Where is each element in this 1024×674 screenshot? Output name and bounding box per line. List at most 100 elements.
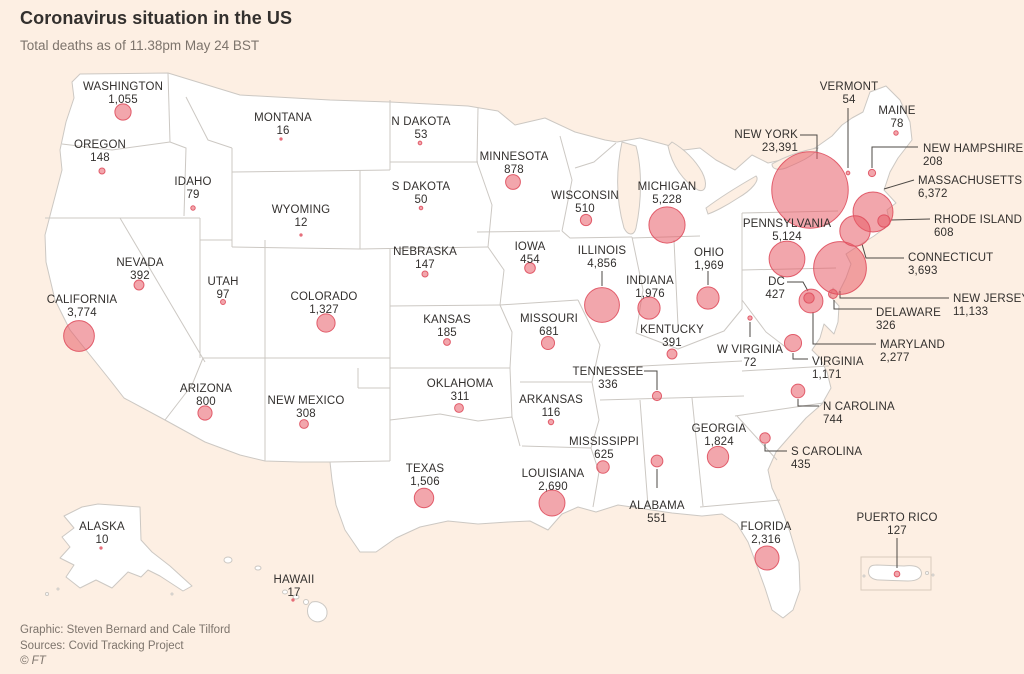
state-value-tennessee: 336 bbox=[598, 379, 618, 391]
state-value-wyoming: 12 bbox=[294, 217, 307, 229]
state-value-nevada: 392 bbox=[130, 270, 150, 282]
footer: Graphic: Steven Bernard and Cale Tilford… bbox=[20, 623, 230, 669]
state-bubble-arkansas bbox=[547, 418, 555, 426]
state-label-s-dakota: S DAKOTA bbox=[392, 181, 451, 193]
state-value-texas: 1,506 bbox=[410, 476, 440, 488]
state-label-california: CALIFORNIA bbox=[47, 294, 118, 306]
alaska-shape bbox=[45, 503, 193, 596]
state-bubble-new-york bbox=[771, 151, 849, 229]
state-bubble-texas bbox=[413, 487, 435, 509]
state-bubble-new-jersey bbox=[813, 241, 867, 295]
state-label-georgia: GEORGIA bbox=[692, 423, 747, 435]
leader-line-rhode-island bbox=[890, 218, 931, 221]
state-bubble-idaho bbox=[190, 205, 196, 211]
state-value-new-mexico: 308 bbox=[296, 408, 316, 420]
state-label-arkansas: ARKANSAS bbox=[519, 394, 583, 406]
state-label-connecticut: CONNECTICUT bbox=[908, 252, 993, 264]
state-label-minnesota: MINNESOTA bbox=[480, 151, 549, 163]
state-bubble-alaska bbox=[99, 546, 103, 550]
state-bubble-tennessee bbox=[651, 390, 663, 402]
state-value-massachusetts: 6,372 bbox=[918, 188, 948, 200]
state-value-michigan: 5,228 bbox=[652, 194, 682, 206]
state-value-puerto-rico: 127 bbox=[887, 525, 907, 537]
leader-line-connecticut bbox=[861, 243, 904, 259]
state-bubble-new-hampshire bbox=[867, 168, 877, 178]
state-value-oregon: 148 bbox=[90, 152, 110, 164]
state-label-new-york: NEW YORK bbox=[734, 129, 798, 141]
state-label-pennsylvania: PENNSYLVANIA bbox=[743, 218, 831, 230]
state-bubble-oregon bbox=[98, 167, 106, 175]
state-label-montana: MONTANA bbox=[254, 112, 312, 124]
leader-line-new-jersey bbox=[839, 291, 949, 299]
us-landmass bbox=[44, 72, 913, 619]
state-value-alabama: 551 bbox=[647, 513, 667, 525]
state-value-connecticut: 3,693 bbox=[908, 265, 938, 277]
state-value-arkansas: 116 bbox=[542, 407, 561, 419]
lake-erie bbox=[705, 175, 758, 215]
state-bubble-virginia bbox=[783, 333, 803, 353]
leader-line-tennessee bbox=[644, 370, 658, 390]
state-label-mississippi: MISSISSIPPI bbox=[569, 436, 639, 448]
state-bubble-arizona bbox=[197, 405, 213, 421]
leader-line-virginia bbox=[792, 353, 808, 360]
leader-line-dc bbox=[787, 281, 809, 292]
state-value-montana: 16 bbox=[276, 125, 289, 137]
state-bubble-vermont bbox=[845, 170, 851, 176]
state-value-kentucky: 391 bbox=[662, 337, 682, 349]
leader-line-maryland bbox=[812, 312, 876, 345]
state-value-s-carolina: 435 bbox=[791, 459, 811, 471]
state-value-n-carolina: 744 bbox=[823, 414, 843, 426]
state-value-new-jersey: 11,133 bbox=[953, 306, 988, 318]
state-label-washington: WASHINGTON bbox=[83, 81, 163, 93]
state-value-alaska: 10 bbox=[95, 534, 108, 546]
state-bubble-california bbox=[63, 320, 95, 352]
state-label-wisconsin: WISCONSIN bbox=[551, 190, 619, 202]
state-value-mississippi: 625 bbox=[594, 449, 614, 461]
leader-line-delaware bbox=[833, 300, 872, 310]
state-label-alaska: ALASKA bbox=[79, 521, 125, 533]
state-value-idaho: 79 bbox=[186, 189, 199, 201]
state-value-new-hampshire: 208 bbox=[923, 156, 943, 168]
state-label-new-mexico: NEW MEXICO bbox=[268, 395, 345, 407]
state-label-n-carolina: N CAROLINA bbox=[823, 401, 895, 413]
state-label-s-carolina: S CAROLINA bbox=[791, 446, 862, 458]
state-bubble-kansas bbox=[443, 338, 451, 346]
leader-line-new-hampshire bbox=[871, 146, 918, 168]
state-bubble-n-carolina bbox=[790, 383, 806, 399]
state-label-kentucky: KENTUCKY bbox=[640, 324, 704, 336]
state-value-s-dakota: 50 bbox=[414, 194, 427, 206]
state-value-california: 3,774 bbox=[67, 307, 97, 319]
state-label-rhode-island: RHODE ISLAND bbox=[934, 214, 1022, 226]
state-bubble-oklahoma bbox=[454, 403, 464, 413]
state-label-maryland: MARYLAND bbox=[880, 339, 945, 351]
puerto-rico-inset-box bbox=[860, 556, 932, 591]
state-value-pennsylvania: 5,124 bbox=[772, 231, 802, 243]
state-label-oklahoma: OKLAHOMA bbox=[427, 378, 494, 390]
hawaii-shape bbox=[223, 556, 328, 623]
state-value-delaware: 326 bbox=[876, 320, 896, 332]
state-label-wyoming: WYOMING bbox=[272, 204, 331, 216]
footer-sources: Sources: Covid Tracking Project bbox=[20, 639, 184, 652]
state-bubble-w-virginia bbox=[747, 315, 753, 321]
state-bubble-puerto-rico bbox=[893, 570, 901, 578]
state-value-utah: 97 bbox=[216, 289, 229, 301]
state-value-ohio: 1,969 bbox=[694, 260, 724, 272]
state-bubble-dc bbox=[803, 292, 815, 304]
state-bubble-s-carolina bbox=[759, 432, 771, 444]
state-value-washington: 1,055 bbox=[108, 94, 138, 106]
state-value-illinois: 4,856 bbox=[587, 258, 617, 270]
state-label-missouri: MISSOURI bbox=[520, 313, 578, 325]
state-value-louisiana: 2,690 bbox=[538, 481, 568, 493]
state-bubble-utah bbox=[220, 299, 226, 305]
state-bubble-missouri bbox=[540, 335, 556, 351]
state-value-indiana: 1,976 bbox=[635, 288, 665, 300]
state-label-ohio: OHIO bbox=[694, 247, 724, 259]
state-label-nevada: NEVADA bbox=[116, 257, 164, 269]
state-bubble-iowa bbox=[524, 262, 536, 274]
state-bubble-georgia bbox=[706, 445, 730, 469]
state-label-kansas: KANSAS bbox=[423, 314, 471, 326]
state-bubble-illinois bbox=[584, 287, 620, 323]
state-label-oregon: OREGON bbox=[74, 139, 126, 151]
